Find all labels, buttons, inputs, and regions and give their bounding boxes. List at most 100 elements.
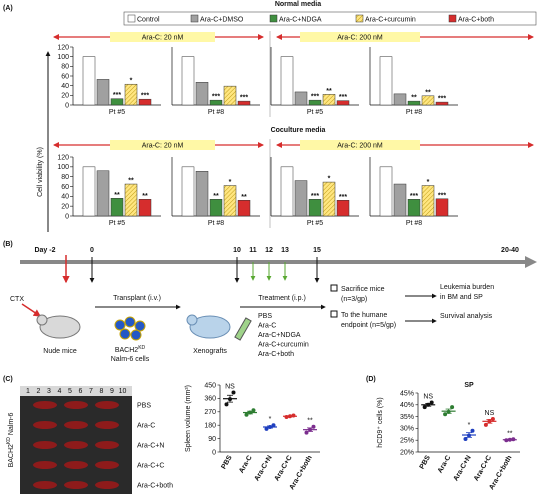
panel-label: (B)	[3, 241, 13, 248]
banner-box	[300, 140, 420, 150]
day-label: 15	[313, 247, 321, 254]
significance: ***	[113, 92, 121, 99]
y-tick-label: 0	[212, 449, 216, 456]
significance: NS	[423, 393, 433, 400]
step-label: Treatment (i.p.)	[258, 295, 306, 302]
significance: *	[269, 416, 272, 423]
bar	[393, 183, 407, 217]
outcome-condition: To the humane	[341, 312, 387, 319]
data-point	[264, 426, 269, 431]
banner-label: Ara-C: 20 nM	[142, 35, 184, 42]
y-tick-label: 80	[61, 64, 69, 71]
data-point	[446, 409, 451, 414]
chart-title: Normal media	[275, 1, 321, 8]
data-point	[288, 414, 292, 419]
spleen	[33, 441, 57, 449]
bar	[294, 180, 308, 217]
cells-label: Nalm-6 cells	[111, 356, 150, 363]
photo-label-rest: Nalm-6	[8, 412, 15, 437]
data-point	[422, 405, 427, 410]
significance: *	[468, 422, 471, 429]
y-axis-label: Cell viability (%)	[37, 147, 44, 197]
legend-label: Control	[137, 16, 160, 23]
y-tick-label: 100	[57, 164, 69, 171]
significance: ***	[438, 96, 446, 103]
y-tick-label: 35%	[400, 414, 414, 421]
x-tick-label: PBS	[220, 454, 233, 470]
bar	[223, 185, 237, 217]
chart-title: SP	[464, 382, 474, 389]
legend-swatch	[355, 14, 364, 23]
panel-label: (D)	[366, 376, 376, 383]
y-tick-label: 100	[57, 54, 69, 61]
x-tick-label: Ara-C+C	[274, 455, 294, 483]
significance: *	[328, 176, 331, 183]
significance: ***	[212, 94, 220, 101]
banner-label: Ara-C: 200 nM	[337, 35, 383, 42]
y-tick-label: 0	[65, 213, 69, 220]
spleen	[33, 461, 57, 469]
bar	[435, 101, 449, 106]
data-point	[308, 427, 312, 432]
legend-label: Ara-C+curcumin	[365, 16, 416, 23]
data-point	[511, 437, 516, 442]
mouse-head	[186, 314, 198, 326]
banner-box	[110, 32, 215, 42]
spleen	[64, 441, 88, 449]
group-label: Ara-C+NDGA	[258, 332, 301, 339]
bar	[209, 199, 223, 217]
significance: **	[307, 418, 313, 425]
spleen	[64, 481, 88, 489]
timeline-head	[525, 256, 537, 268]
bar	[110, 198, 124, 217]
spleen	[95, 401, 119, 409]
group-label: Ara-C+curcumin	[258, 342, 309, 349]
bar	[110, 98, 124, 106]
bar	[407, 199, 421, 217]
data-point	[426, 402, 431, 407]
banner-label: Ara-C: 200 nM	[337, 143, 383, 150]
row-label: PBS	[137, 403, 151, 410]
x-tick-label: Ara-C	[238, 455, 254, 475]
significance: *	[427, 179, 430, 186]
spleen	[33, 481, 57, 489]
outcome-condition: Sacrifice mice	[341, 286, 385, 293]
significance: **	[425, 89, 431, 96]
significance: ***	[339, 94, 347, 101]
data-point	[443, 412, 448, 417]
data-point	[248, 410, 252, 415]
ruler-number: 5	[68, 388, 72, 395]
data-point	[483, 422, 488, 427]
ruler-number: 2	[37, 388, 41, 395]
bar	[96, 170, 110, 217]
bar	[195, 82, 209, 106]
legend-swatch	[269, 14, 278, 23]
significance: ***	[311, 193, 319, 200]
day-label: Day -2	[34, 247, 55, 254]
ruler-number: 1	[26, 388, 30, 395]
bar	[124, 83, 138, 106]
ruler-number: 8	[100, 388, 104, 395]
significance: **	[142, 193, 148, 200]
spleen	[95, 421, 119, 429]
y-tick-label: 120	[57, 44, 69, 51]
mouse-label: Xenografts	[193, 348, 227, 355]
bar	[421, 185, 435, 217]
syringe	[234, 317, 252, 341]
outcome-condition: (n=3/gp)	[341, 296, 367, 303]
data-point	[228, 397, 232, 402]
y-tick-label: 60	[61, 184, 69, 191]
day-label: 11	[249, 247, 257, 254]
significance: **	[241, 194, 247, 201]
photo-label: BACH2KD Nalm-6	[6, 412, 15, 467]
significance: **	[507, 430, 513, 437]
significance: ***	[339, 194, 347, 201]
ruler-number: 4	[58, 388, 62, 395]
day-label: 20-40	[501, 247, 519, 254]
outcome-result: Survival analysis	[440, 313, 493, 320]
bar	[195, 171, 209, 217]
data-point	[244, 412, 249, 417]
x-tick-label: Pt #8	[406, 109, 422, 116]
bar	[124, 183, 138, 217]
